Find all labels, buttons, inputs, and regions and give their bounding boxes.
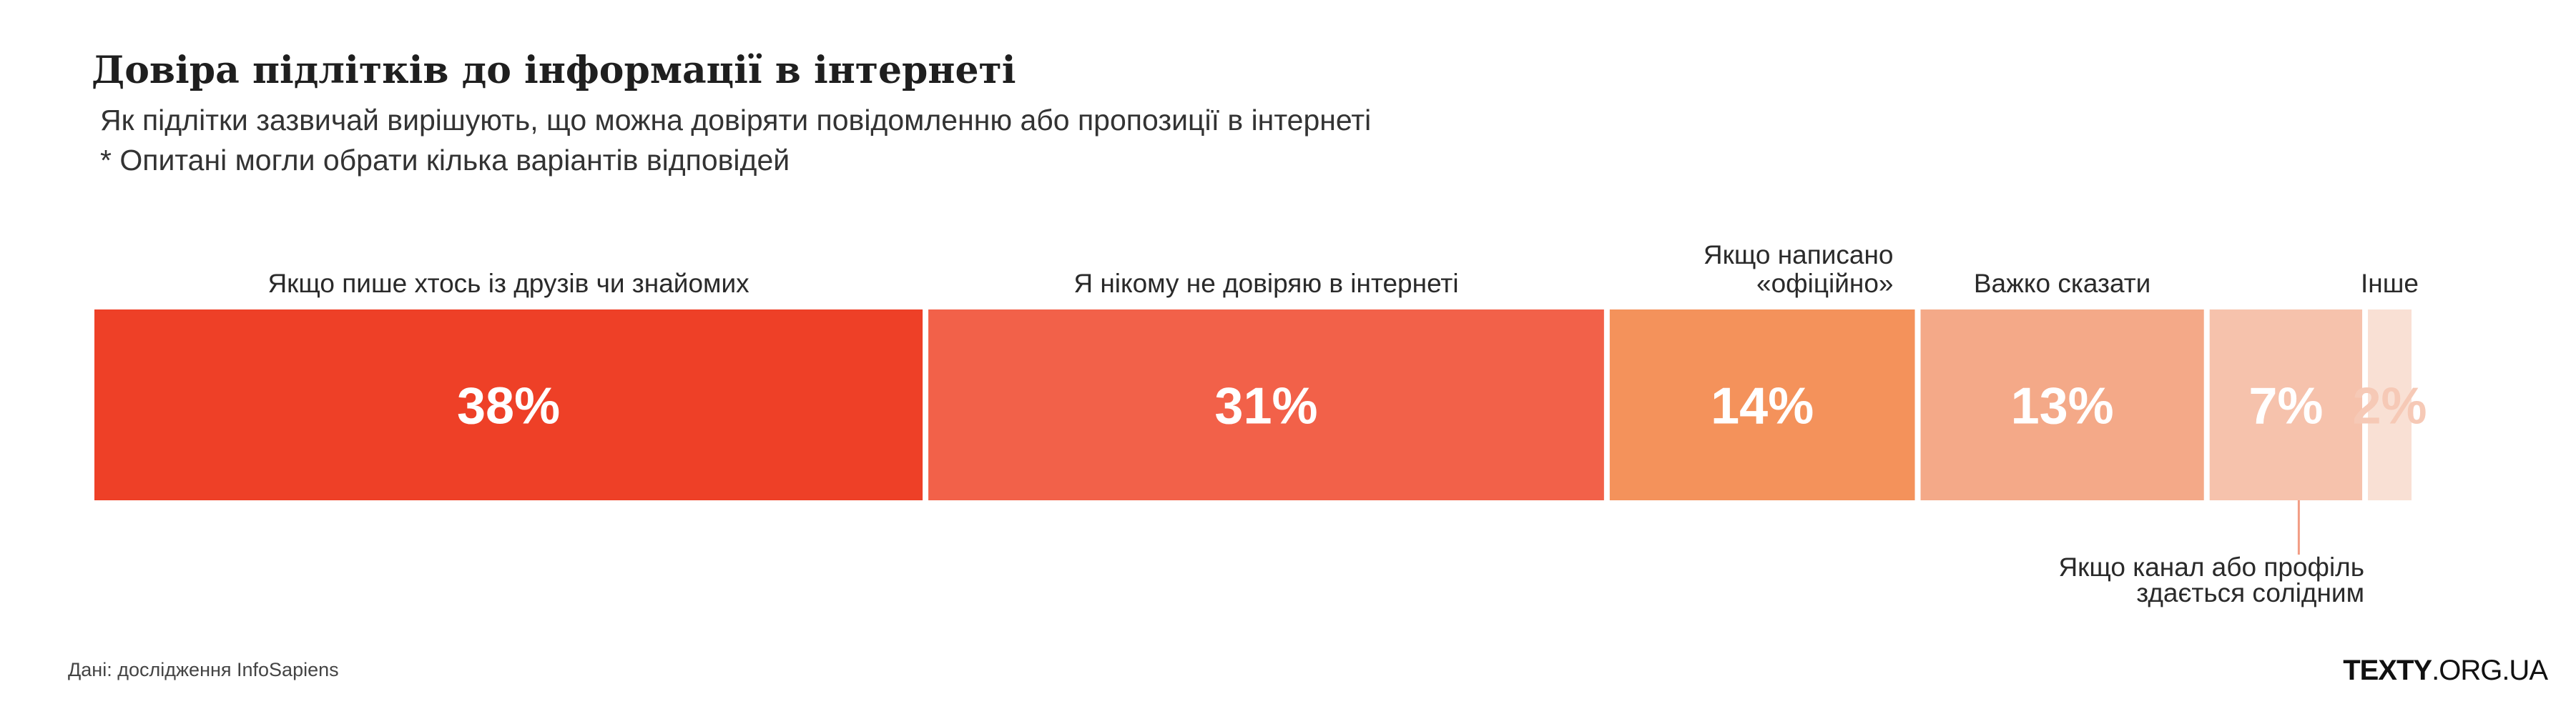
category-label-segment-5: Якщо канал або профіль здається солідним — [2058, 552, 2364, 608]
bar-segment-5 — [2209, 309, 2363, 500]
category-label-segment-4: Важко сказати — [1974, 269, 2150, 298]
category-label-segment-3: Якщо написано «офіційно» — [1704, 240, 1894, 298]
chart-subtitle: Як підлітки зазвичай вирішують, що можна… — [100, 104, 1372, 137]
chart-title: Довіра підлітків до інформації в інтерне… — [92, 49, 1016, 92]
value-label-segment-4: 13% — [2011, 378, 2114, 435]
bar-segment-3 — [1609, 309, 1915, 500]
bar-segment-2 — [928, 309, 1604, 500]
bar-segment-6 — [2368, 309, 2412, 500]
bar-segment-4 — [1920, 309, 2204, 500]
chart-note: * Опитані могли обрати кілька варіантів … — [100, 144, 790, 177]
category-label-segment-1: Якщо пише хтось із друзів чи знайомих — [267, 269, 749, 298]
value-label-segment-1: 38% — [457, 378, 560, 435]
value-label-segment-2: 31% — [1214, 378, 1317, 435]
value-label-segment-3: 14% — [1711, 378, 1814, 435]
brand-bold: TEXTY — [2343, 655, 2432, 686]
category-label-segment-6: Інше — [2361, 269, 2419, 298]
data-source: Дані: дослідження InfoSapiens — [68, 659, 339, 680]
bar-segment-1 — [94, 309, 923, 500]
category-label-segment-2: Я нікому не довіряю в інтернеті — [1073, 269, 1458, 298]
brand-logo: TEXTY.ORG.UA — [2343, 655, 2548, 687]
value-label-segment-6: 2% — [2352, 378, 2427, 435]
value-label-segment-5: 7% — [2248, 378, 2323, 435]
brand-rest: .ORG.UA — [2432, 655, 2548, 686]
